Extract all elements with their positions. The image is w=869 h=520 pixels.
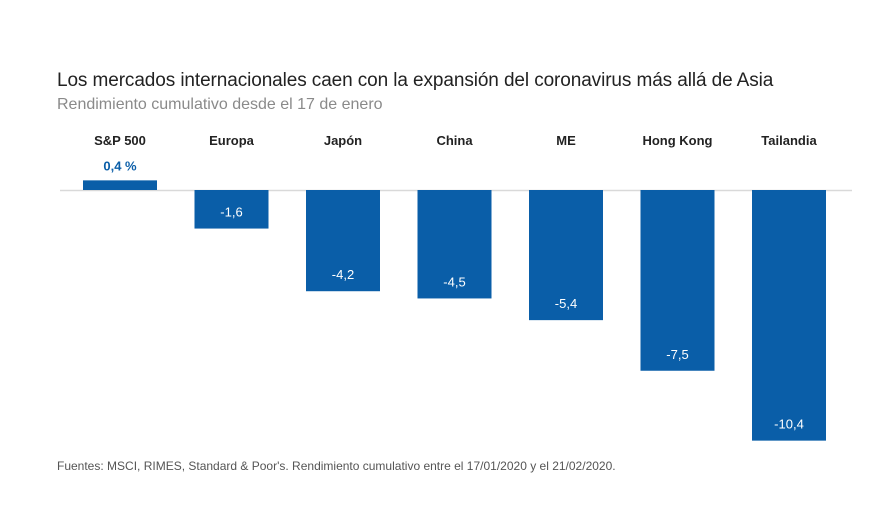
data-label: -5,4 xyxy=(555,296,577,311)
category-label: Japón xyxy=(324,133,362,148)
chart-source-note: Fuentes: MSCI, RIMES, Standard & Poor's.… xyxy=(57,459,616,473)
data-label: -1,6 xyxy=(220,205,242,220)
bar-0 xyxy=(83,180,157,190)
data-label: -10,4 xyxy=(774,417,804,432)
chart-title: Los mercados internacionales caen con la… xyxy=(57,70,774,91)
category-label: Hong Kong xyxy=(642,133,712,148)
data-label: 0,4 % xyxy=(103,158,137,173)
bar-4 xyxy=(529,190,603,321)
category-label: S&P 500 xyxy=(94,133,146,148)
bar-5 xyxy=(640,190,715,371)
bar-6 xyxy=(752,190,826,441)
bar-3 xyxy=(417,190,492,299)
data-label: -7,5 xyxy=(666,347,688,362)
chart-subtitle: Rendimiento cumulativo desde el 17 de en… xyxy=(57,96,383,113)
bar-2 xyxy=(306,190,380,292)
data-label: -4,2 xyxy=(332,267,354,282)
data-label: -4,5 xyxy=(443,274,465,289)
category-label: Europa xyxy=(209,133,255,148)
category-label: ME xyxy=(556,133,576,148)
bar-1 xyxy=(194,190,269,229)
category-label: China xyxy=(436,133,473,148)
category-label: Tailandia xyxy=(761,133,817,148)
